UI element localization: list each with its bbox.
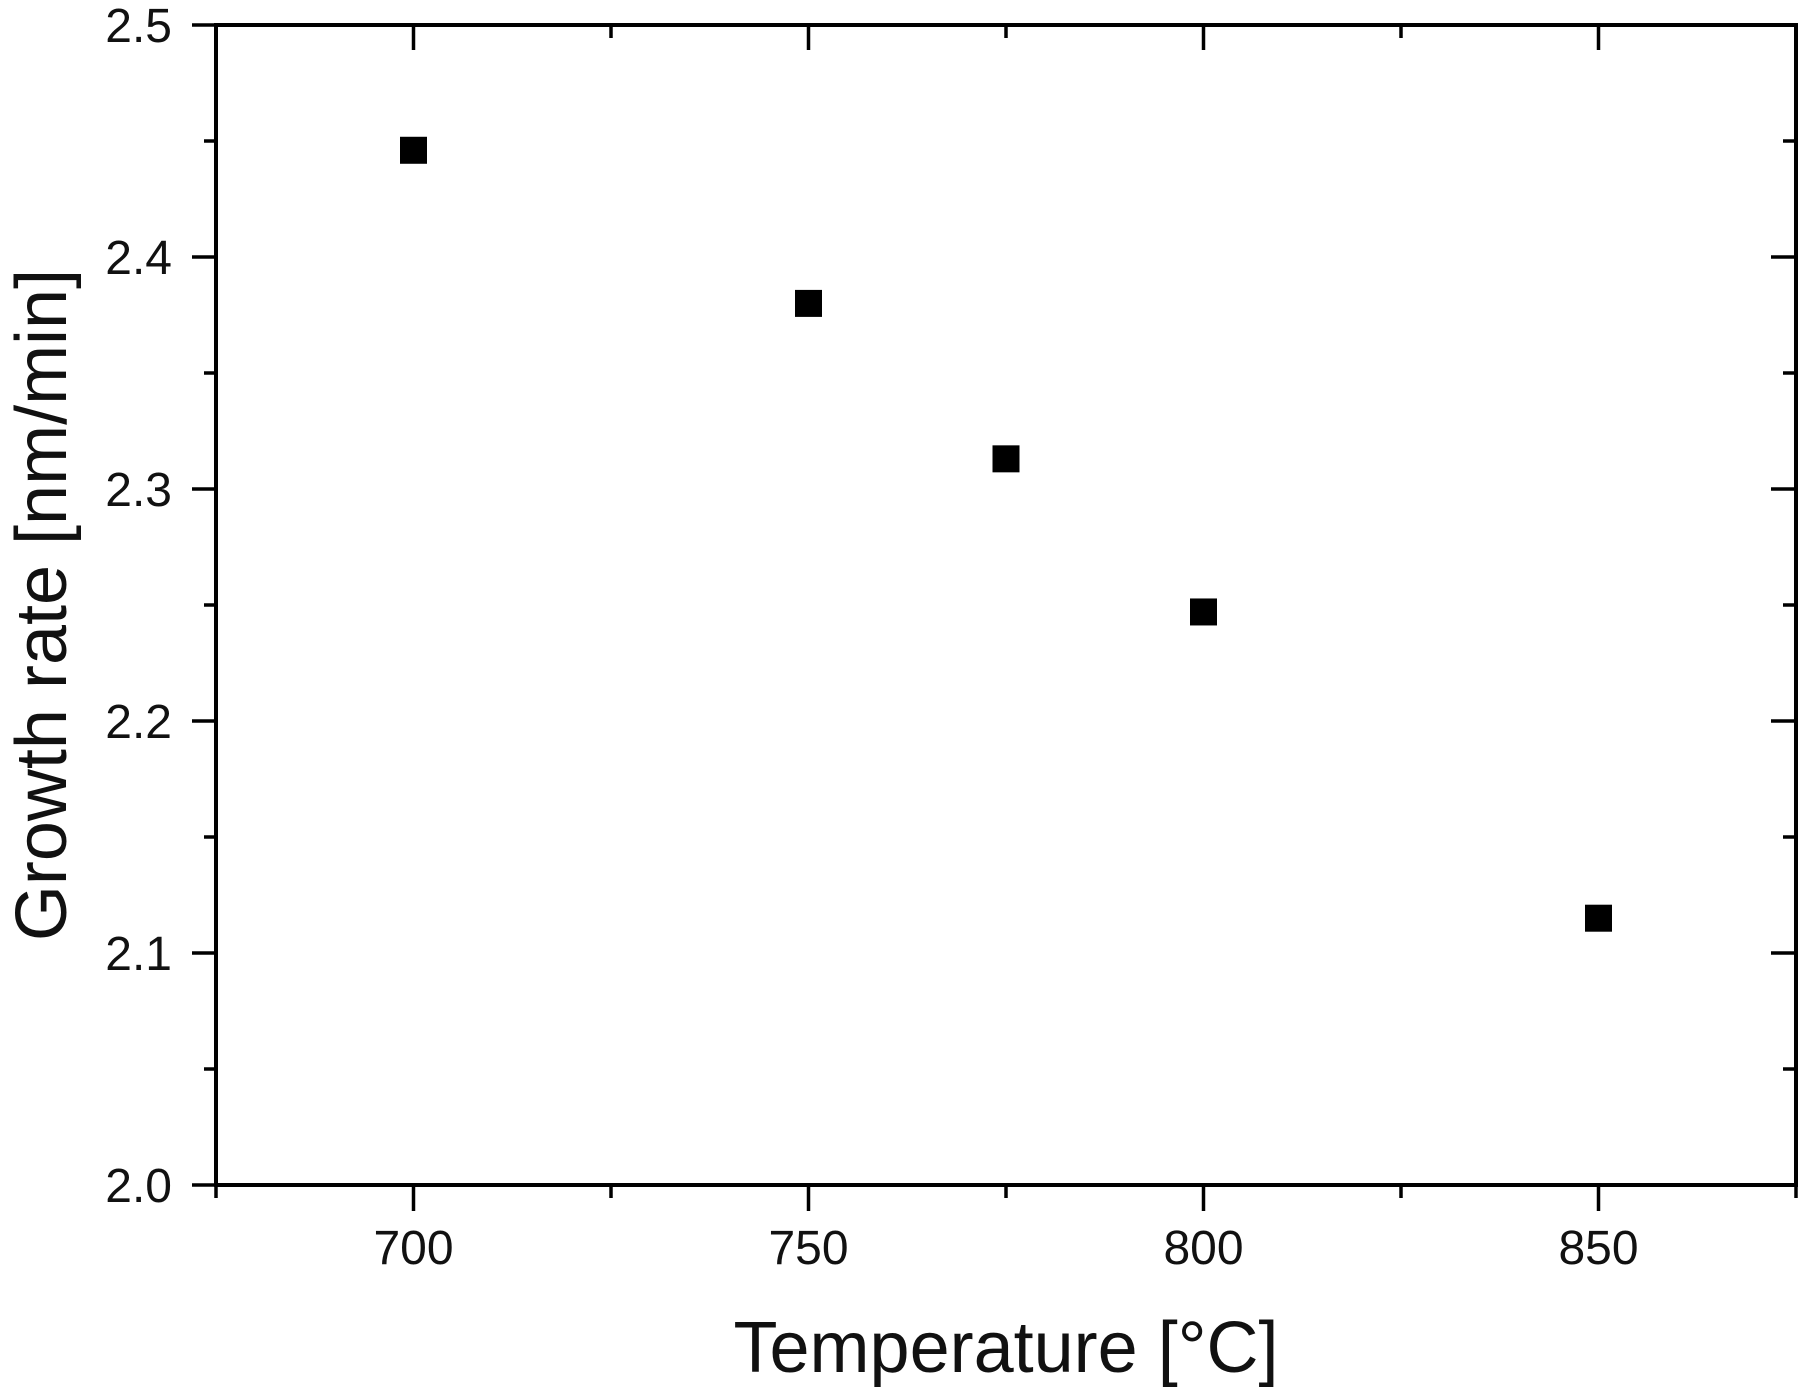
plot-frame	[214, 23, 1798, 1187]
data-point-square	[992, 445, 1020, 473]
x-tick-label: 700	[373, 1222, 453, 1275]
x-axis-tick-labels: 700 750 800 850	[373, 1222, 1638, 1275]
data-point-square	[400, 136, 427, 164]
x-tick-label: 750	[768, 1222, 848, 1275]
data-point-square	[1190, 598, 1217, 626]
x-tick-label: 800	[1163, 1222, 1243, 1275]
y-axis-title: Growth rate [nm/min]	[2, 269, 82, 941]
y-tick-label: 2.4	[105, 232, 172, 285]
plot-area	[214, 23, 1798, 1187]
x-axis-title: Temperature [°C]	[734, 1308, 1279, 1388]
y-tick-label: 2.2	[105, 696, 172, 749]
data-point-square	[795, 289, 822, 317]
y-tick-label: 2.5	[105, 0, 172, 53]
y-tick-label: 2.1	[105, 928, 172, 981]
data-point-square	[1585, 904, 1612, 932]
y-tick-label: 2.0	[105, 1160, 172, 1213]
y-tick-label: 2.3	[105, 464, 172, 517]
x-tick-label: 850	[1558, 1222, 1638, 1275]
y-axis-tick-labels: 2.0 2.1 2.2 2.3 2.4 2.5	[105, 0, 172, 1213]
x-axis-ticks	[214, 25, 1798, 1211]
data-points	[400, 136, 1612, 932]
y-axis-ticks	[192, 23, 1796, 1187]
